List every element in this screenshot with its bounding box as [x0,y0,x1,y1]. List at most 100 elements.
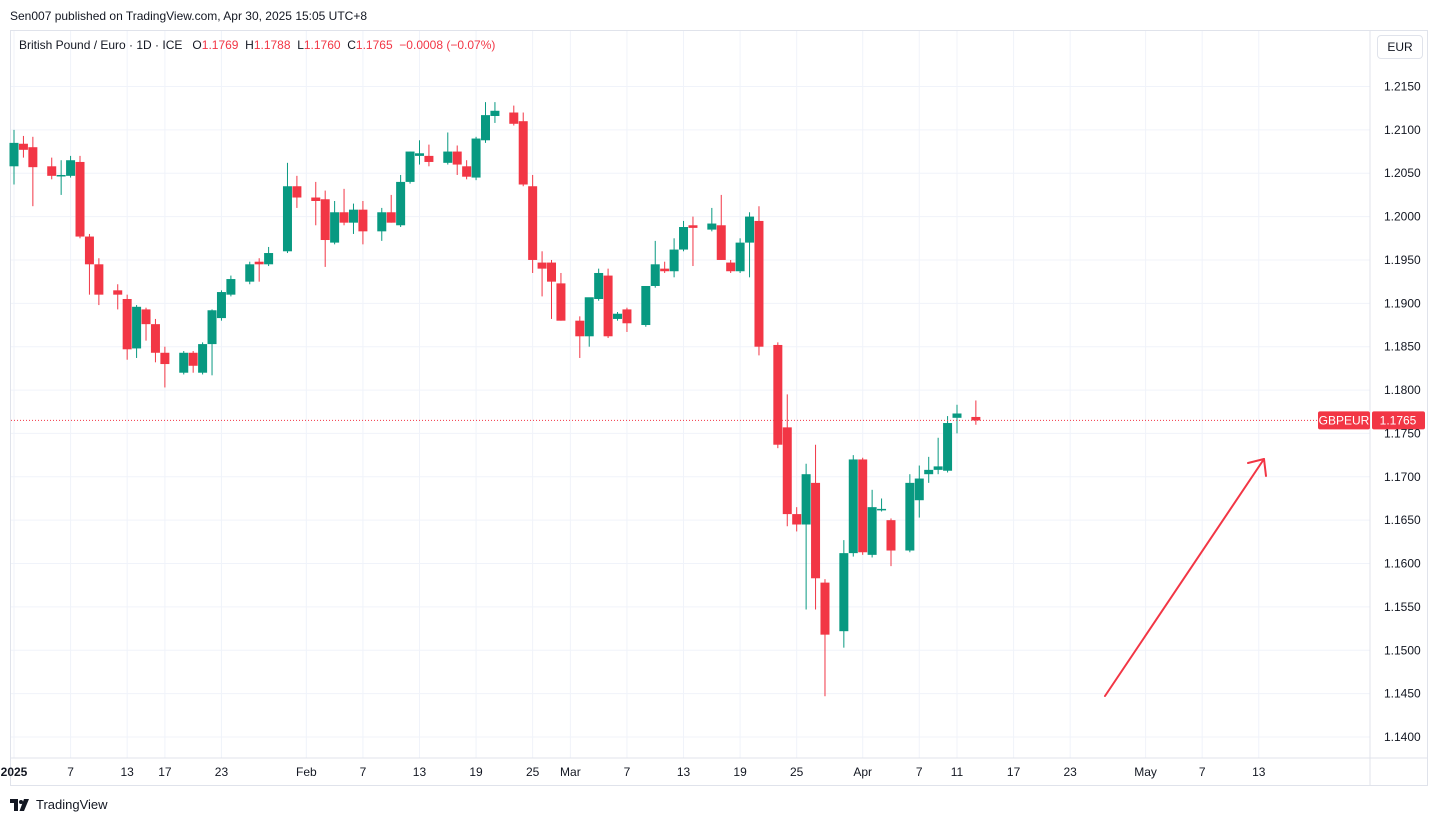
candle[interactable] [716,194,726,260]
candle[interactable] [811,444,821,610]
candle[interactable] [75,155,85,239]
candle[interactable] [547,259,557,319]
candle[interactable] [254,258,264,282]
candle[interactable] [141,307,151,341]
candle[interactable] [348,203,358,234]
candle[interactable] [518,112,528,187]
candle[interactable] [933,437,943,475]
candle[interactable] [311,181,321,226]
candle[interactable] [528,174,538,273]
candle[interactable] [509,105,519,126]
candle[interactable] [9,129,19,185]
candle[interactable] [971,400,981,425]
candle[interactable] [113,284,123,310]
candle[interactable] [66,155,76,178]
candle[interactable] [414,140,424,165]
candle[interactable] [735,238,745,273]
chart-panel[interactable] [10,30,1428,786]
candle[interactable] [745,212,755,278]
candle[interactable] [886,518,896,567]
candle[interactable] [462,160,472,180]
candle[interactable] [330,200,340,245]
candle[interactable] [914,465,924,518]
candle[interactable] [245,261,255,285]
candle[interactable] [641,285,651,327]
candle[interactable] [216,290,226,321]
candle[interactable] [386,194,396,223]
currency-button[interactable]: EUR [1377,35,1423,59]
candle[interactable] [198,342,208,375]
candle[interactable] [679,220,689,252]
candle-body [688,225,698,228]
candle[interactable] [952,404,962,434]
candle[interactable] [396,174,406,228]
time-tick-label: 7 [916,765,923,779]
candle[interactable] [613,312,623,321]
candle[interactable] [943,416,953,473]
candle[interactable] [339,188,349,226]
legend-symbol[interactable]: British Pound / Euro · 1D · ICE [19,38,183,52]
candle[interactable] [18,135,28,158]
candle[interactable] [801,463,811,610]
candle[interactable] [707,207,717,232]
candle[interactable] [122,294,132,360]
candle[interactable] [688,216,698,267]
candle[interactable] [584,297,594,347]
candle[interactable] [471,136,481,181]
candle-body [452,151,462,165]
candle[interactable] [282,162,292,254]
candle[interactable] [28,136,38,207]
candle[interactable] [848,455,858,557]
candle[interactable] [650,240,660,288]
candle[interactable] [84,233,94,295]
candle[interactable] [726,259,736,273]
candle[interactable] [320,190,330,267]
candle[interactable] [603,268,613,339]
candle[interactable] [867,489,877,558]
time-tick-label: May [1134,765,1157,779]
candle[interactable] [556,272,566,321]
candle[interactable] [358,200,368,245]
candle[interactable] [424,144,434,167]
candle[interactable] [754,206,764,356]
candle[interactable] [924,456,934,483]
candle[interactable] [160,346,170,388]
candle[interactable] [877,498,887,512]
candle[interactable] [594,268,604,301]
candle[interactable] [622,307,632,332]
candle[interactable] [94,258,104,306]
candle[interactable] [132,305,142,358]
candle[interactable] [292,175,302,208]
trend-arrow-line[interactable] [1104,458,1265,697]
tradingview-logo[interactable]: TradingView [10,797,108,812]
time-tick-label: Feb [296,765,317,779]
candle[interactable] [820,579,830,697]
candle[interactable] [226,275,236,297]
candle[interactable] [575,316,585,358]
price-tick-label: 1.1800 [1384,383,1421,397]
candle-body [735,242,745,272]
candle[interactable] [150,318,160,363]
candle[interactable] [905,474,915,553]
candle[interactable] [179,351,189,375]
candle[interactable] [481,102,490,143]
candle[interactable] [188,351,198,373]
candle[interactable] [264,246,274,267]
candle[interactable] [443,132,453,165]
candle[interactable] [56,160,66,195]
candle[interactable] [839,540,849,648]
candle[interactable] [452,145,462,175]
candle[interactable] [858,457,868,555]
candle[interactable] [47,157,57,180]
candle[interactable] [669,238,679,278]
candle[interactable] [792,507,802,532]
candle[interactable] [660,261,670,273]
candle[interactable] [490,102,500,123]
candle[interactable] [773,342,783,449]
candle[interactable] [405,151,415,184]
candle[interactable] [377,207,387,241]
candle[interactable] [782,394,792,527]
candle[interactable] [537,251,547,297]
candle[interactable] [207,309,217,376]
